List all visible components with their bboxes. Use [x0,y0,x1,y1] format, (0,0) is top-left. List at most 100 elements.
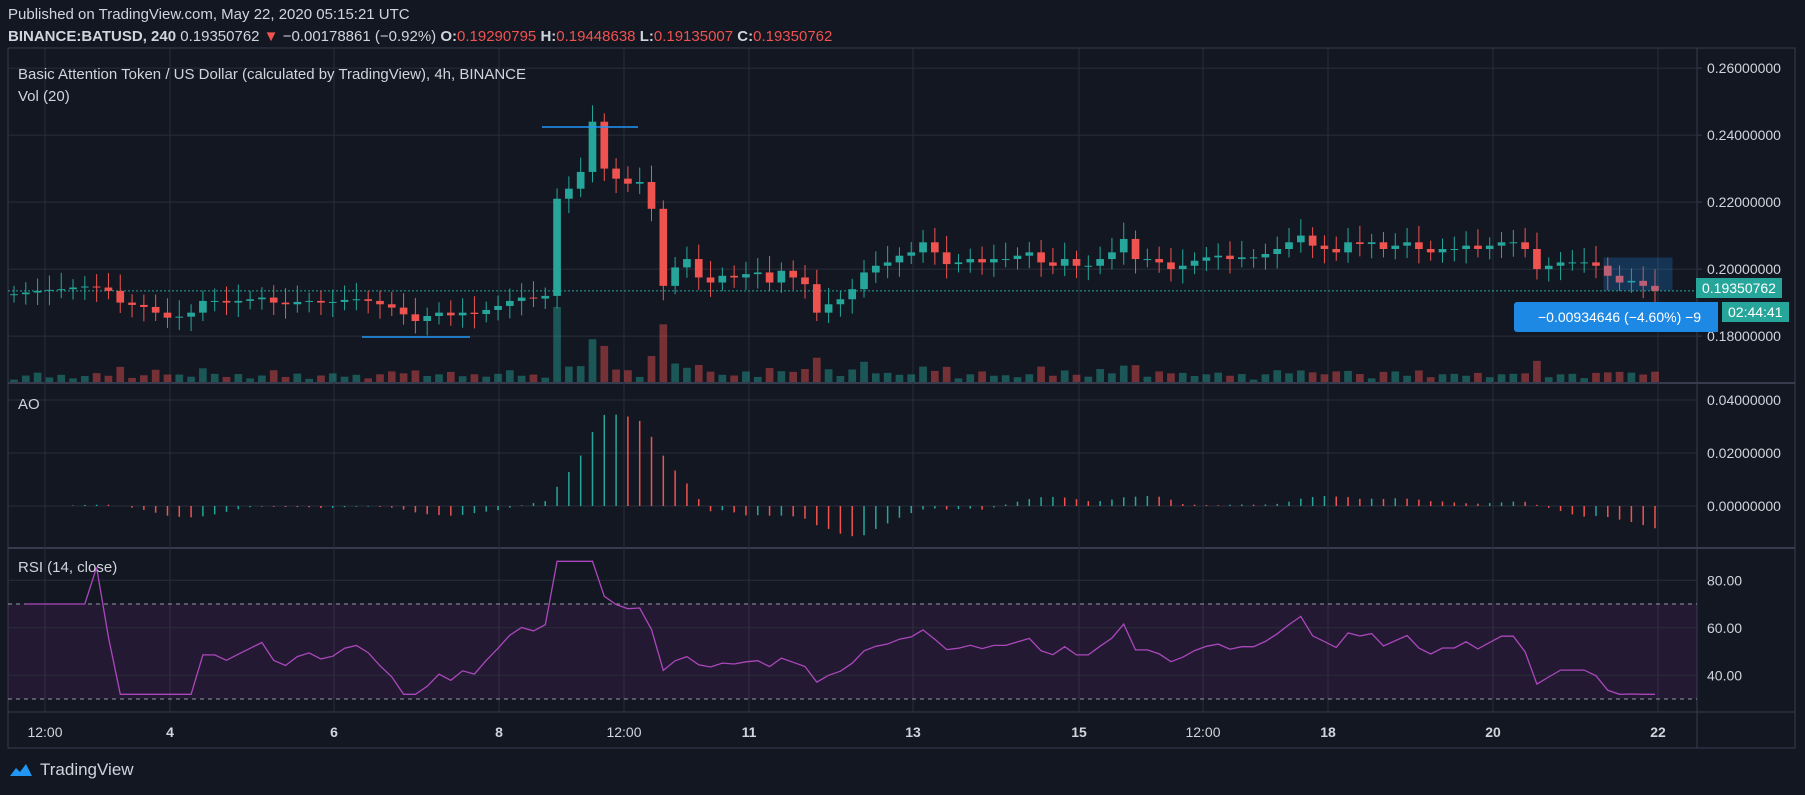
volume-bar [1615,371,1624,382]
candle-body [1226,255,1234,260]
volume-bar [1403,375,1411,382]
time-tick-label: 18 [1320,724,1336,740]
price-tick-label: 0.26000000 [1707,60,1781,76]
volume-bar [541,377,550,382]
candle-body [895,255,904,263]
symbol-name[interactable]: BINANCE:BATUSD, 240 [8,28,177,45]
volume-bar [305,378,313,382]
candle-body [1013,255,1022,260]
volume-bar [1167,373,1175,382]
rsi-label: RSI (14, close) [18,559,118,576]
volume-bar [69,378,77,382]
volume-bar [765,368,774,382]
volume-bar [1155,371,1163,382]
candle-body [33,290,42,293]
volume-bar [1308,372,1317,382]
volume-bar [1556,374,1565,382]
candle-body [1084,265,1093,267]
candle-body [1651,285,1659,291]
candle-body [1131,238,1140,260]
main-pane-title: Basic Attention Token / US Dollar (calcu… [18,66,527,83]
volume-bar [1450,373,1459,382]
candle-body [1615,275,1624,283]
candle-body [671,267,679,286]
candle-body [1544,265,1553,270]
volume-bar [1143,376,1152,382]
candle-body [683,259,691,268]
published-info: Published on TradingView.com, May 22, 20… [8,6,410,23]
candle-body [352,299,361,301]
volume-bar [293,373,302,382]
candle-body [1025,252,1034,256]
candle-body [340,299,349,302]
candle-body [1332,249,1341,253]
candle-body [742,274,750,278]
volume-bar [1131,365,1140,382]
volume-bar [1084,376,1093,382]
volume-bar [222,376,231,382]
volume-bar [1367,378,1376,382]
volume-bar [1072,374,1081,382]
volume-bar [812,357,821,382]
volume-bar [1592,372,1600,382]
candle-body [140,304,148,307]
candle-body [919,242,927,253]
candle-body [1509,242,1518,244]
candle-body [1320,245,1329,249]
candle-body [883,262,892,266]
volume-bar [435,374,443,382]
volume-bar [1060,370,1069,382]
candle-body [305,300,313,302]
candle-body [1556,262,1565,266]
measure-tooltip: −0.00934646 (−4.60%) −9 [1514,302,1718,332]
rsi-tick-label: 80.00 [1707,572,1742,588]
volume-bar [1344,370,1352,382]
volume-bar [1025,374,1034,382]
volume-bar [753,376,762,382]
volume-bar [399,373,408,382]
tradingview-logo[interactable]: TradingView [8,760,134,780]
close-value: 0.19350762 [753,28,833,45]
volume-bar [387,371,396,382]
volume-bar [730,375,738,382]
low-value: 0.19135007 [653,28,734,45]
volume-bar [411,370,420,382]
open-value: 0.19290795 [457,28,537,45]
candle-body [1403,242,1411,246]
rsi-line [25,560,1655,695]
candle-body [1521,242,1529,249]
volume-bar [612,369,620,382]
candle-body [69,287,77,290]
volume-bar [895,374,904,382]
candle-body [954,262,963,265]
volume-bar [1379,371,1388,382]
ao-tick-label: 0.00000000 [1707,498,1781,514]
volume-bar [80,375,89,382]
volume-bar [1603,372,1612,382]
candle-body [1497,242,1506,246]
candle-body [1462,245,1470,249]
volume-bar [163,374,172,382]
candle-body [1592,262,1600,266]
volume-bar [140,375,148,382]
candle-body [175,316,184,318]
candle-body [210,300,219,302]
high-value: 0.19448638 [556,28,636,45]
candle-body [1261,254,1270,258]
volume-bar [966,374,975,382]
volume-bar [848,369,857,382]
candle-body [1580,262,1589,264]
candle-body [328,301,337,303]
candle-body [635,182,644,184]
price-change: −0.00178861 (−0.92%) [282,28,437,45]
candle-body [423,316,432,322]
candle-body [269,297,278,303]
candle-body [446,312,455,316]
volume-bar [151,369,160,382]
candle-body [1060,259,1069,266]
volume-bar [706,371,715,382]
candle-body [706,277,715,283]
volume-bar [931,370,939,382]
volume-bar [470,374,479,382]
